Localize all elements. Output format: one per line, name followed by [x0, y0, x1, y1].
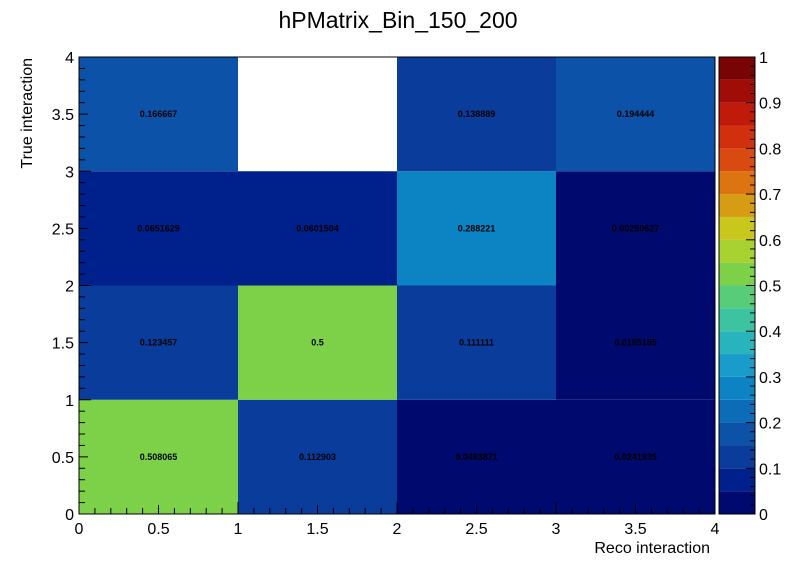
y-tick-label: 1.5 — [52, 336, 74, 353]
color-scale-tick-label: 0.6 — [759, 233, 781, 250]
heatmap-cell-value: 0.138889 — [458, 109, 496, 119]
heatmap-cell-value: 0.0601504 — [296, 223, 339, 233]
color-scale-step — [719, 171, 755, 195]
heatmap-cell — [79, 57, 238, 172]
heatmap-cell — [397, 171, 556, 286]
heatmap-cell — [238, 285, 397, 400]
color-scale-step — [719, 79, 755, 103]
color-scale-step — [719, 57, 755, 80]
heatmap-cell — [79, 285, 238, 400]
heatmap-cell — [397, 285, 556, 400]
y-tick-label: 1 — [65, 393, 74, 410]
heatmap-cell-value: 0.00250627 — [612, 223, 660, 233]
x-axis-label: Reco interaction — [594, 540, 710, 557]
x-tick-label: 0 — [75, 521, 84, 538]
x-tick-label: 0.5 — [147, 521, 169, 538]
color-scale-step — [719, 399, 755, 423]
heatmap-cell-value: 0.112903 — [299, 452, 336, 462]
heatmap-cell-value: 0.288221 — [458, 223, 496, 233]
color-scale-step — [719, 331, 755, 355]
y-tick-label: 2.5 — [52, 221, 74, 238]
y-tick-label: 0 — [65, 507, 74, 524]
color-scale-tick-label: 1 — [759, 50, 768, 67]
x-tick-label: 3.5 — [624, 521, 646, 538]
color-scale-step — [719, 194, 755, 217]
color-scale-tick-label: 0.7 — [759, 187, 781, 204]
color-scale-step — [719, 376, 755, 400]
color-scale-bar — [718, 56, 756, 515]
heatmap-cell-value: 0.508065 — [140, 452, 178, 462]
heatmap-cell-value: 0.0185185 — [614, 338, 657, 348]
y-tick-label: 3.5 — [52, 107, 74, 124]
heatmap-cell-value: 0.111111 — [459, 338, 494, 348]
heatmap-cells — [79, 57, 715, 514]
y-tick-label: 0.5 — [52, 450, 74, 467]
y-tick-label: 2 — [65, 279, 74, 296]
y-axis-label: True interaction — [19, 58, 36, 169]
color-scale-step — [719, 491, 755, 514]
x-tick-label: 1.5 — [306, 521, 328, 538]
heatmap-cell-value: 0.123457 — [140, 338, 178, 348]
color-scale-step — [719, 285, 755, 309]
x-tick-label: 3 — [552, 521, 561, 538]
heatmap-cell — [79, 399, 238, 514]
heatmap-cell-value: 0.0651629 — [137, 223, 180, 233]
heatmap-cell-value: 0.194444 — [617, 109, 655, 119]
heatmap-cell — [397, 57, 556, 172]
heatmap-cell — [238, 399, 397, 514]
color-scale-step — [719, 148, 755, 172]
heatmap-cell — [238, 171, 397, 286]
color-scale-tick-label: 0.3 — [759, 370, 781, 387]
heatmap-cell-value: 0.0241935 — [614, 452, 657, 462]
color-scale-step — [719, 354, 755, 377]
x-axis: 0 0.5 1 1.5 2 2.5 3 3.5 4 — [75, 502, 720, 538]
x-tick-label: 2.5 — [465, 521, 487, 538]
heatmap-cell-value: 0.5 — [311, 338, 324, 348]
color-scale-step — [719, 445, 755, 469]
color-scale-tick-label: 0.5 — [759, 279, 781, 296]
y-tick-label: 3 — [65, 164, 74, 181]
color-scale-tick-label: 0.8 — [759, 141, 781, 158]
x-tick-label: 4 — [711, 521, 720, 538]
color-scale-axis: 0 0.1 0.2 0.3 0.4 0.5 0.6 0.7 0.8 0.9 1 — [746, 50, 781, 524]
heatmap-cell — [556, 285, 715, 400]
color-scale-tick-label: 0.4 — [759, 324, 781, 341]
heatmap-cell — [556, 399, 715, 514]
heatmap-cell-value: 0.166667 — [140, 109, 178, 119]
heatmap-cell-value: 0.0483871 — [455, 452, 498, 462]
heatmap-cell — [397, 399, 556, 514]
color-scale-step — [719, 125, 755, 149]
x-tick-label: 1 — [234, 521, 243, 538]
color-scale-step — [719, 262, 755, 286]
color-scale-step — [719, 422, 755, 446]
chart-title: hPMatrix_Bin_150_200 — [278, 7, 517, 33]
heatmap-cell-labels: 0.508065 0.112903 0.0483871 0.0241935 0.1234… — [137, 109, 659, 462]
heatmap-cell — [79, 171, 238, 286]
color-scale-tick-label: 0.2 — [759, 416, 781, 433]
color-scale-step — [719, 102, 755, 126]
heatmap-cell — [556, 171, 715, 286]
color-scale-step — [719, 468, 755, 492]
color-scale-step — [719, 239, 755, 263]
color-scale-tick-label: 0.1 — [759, 461, 781, 478]
x-tick-label: 2 — [393, 521, 402, 538]
heatmap-cell — [556, 57, 715, 172]
color-scale-tick-label: 0.9 — [759, 96, 781, 113]
color-scale-step — [719, 216, 755, 240]
color-scale-tick-label: 0 — [759, 507, 768, 524]
y-tick-label: 4 — [65, 50, 74, 67]
y-axis: 0 0.5 1 1.5 2 2.5 3 3.5 4 — [52, 50, 91, 524]
color-scale-step — [719, 308, 755, 332]
